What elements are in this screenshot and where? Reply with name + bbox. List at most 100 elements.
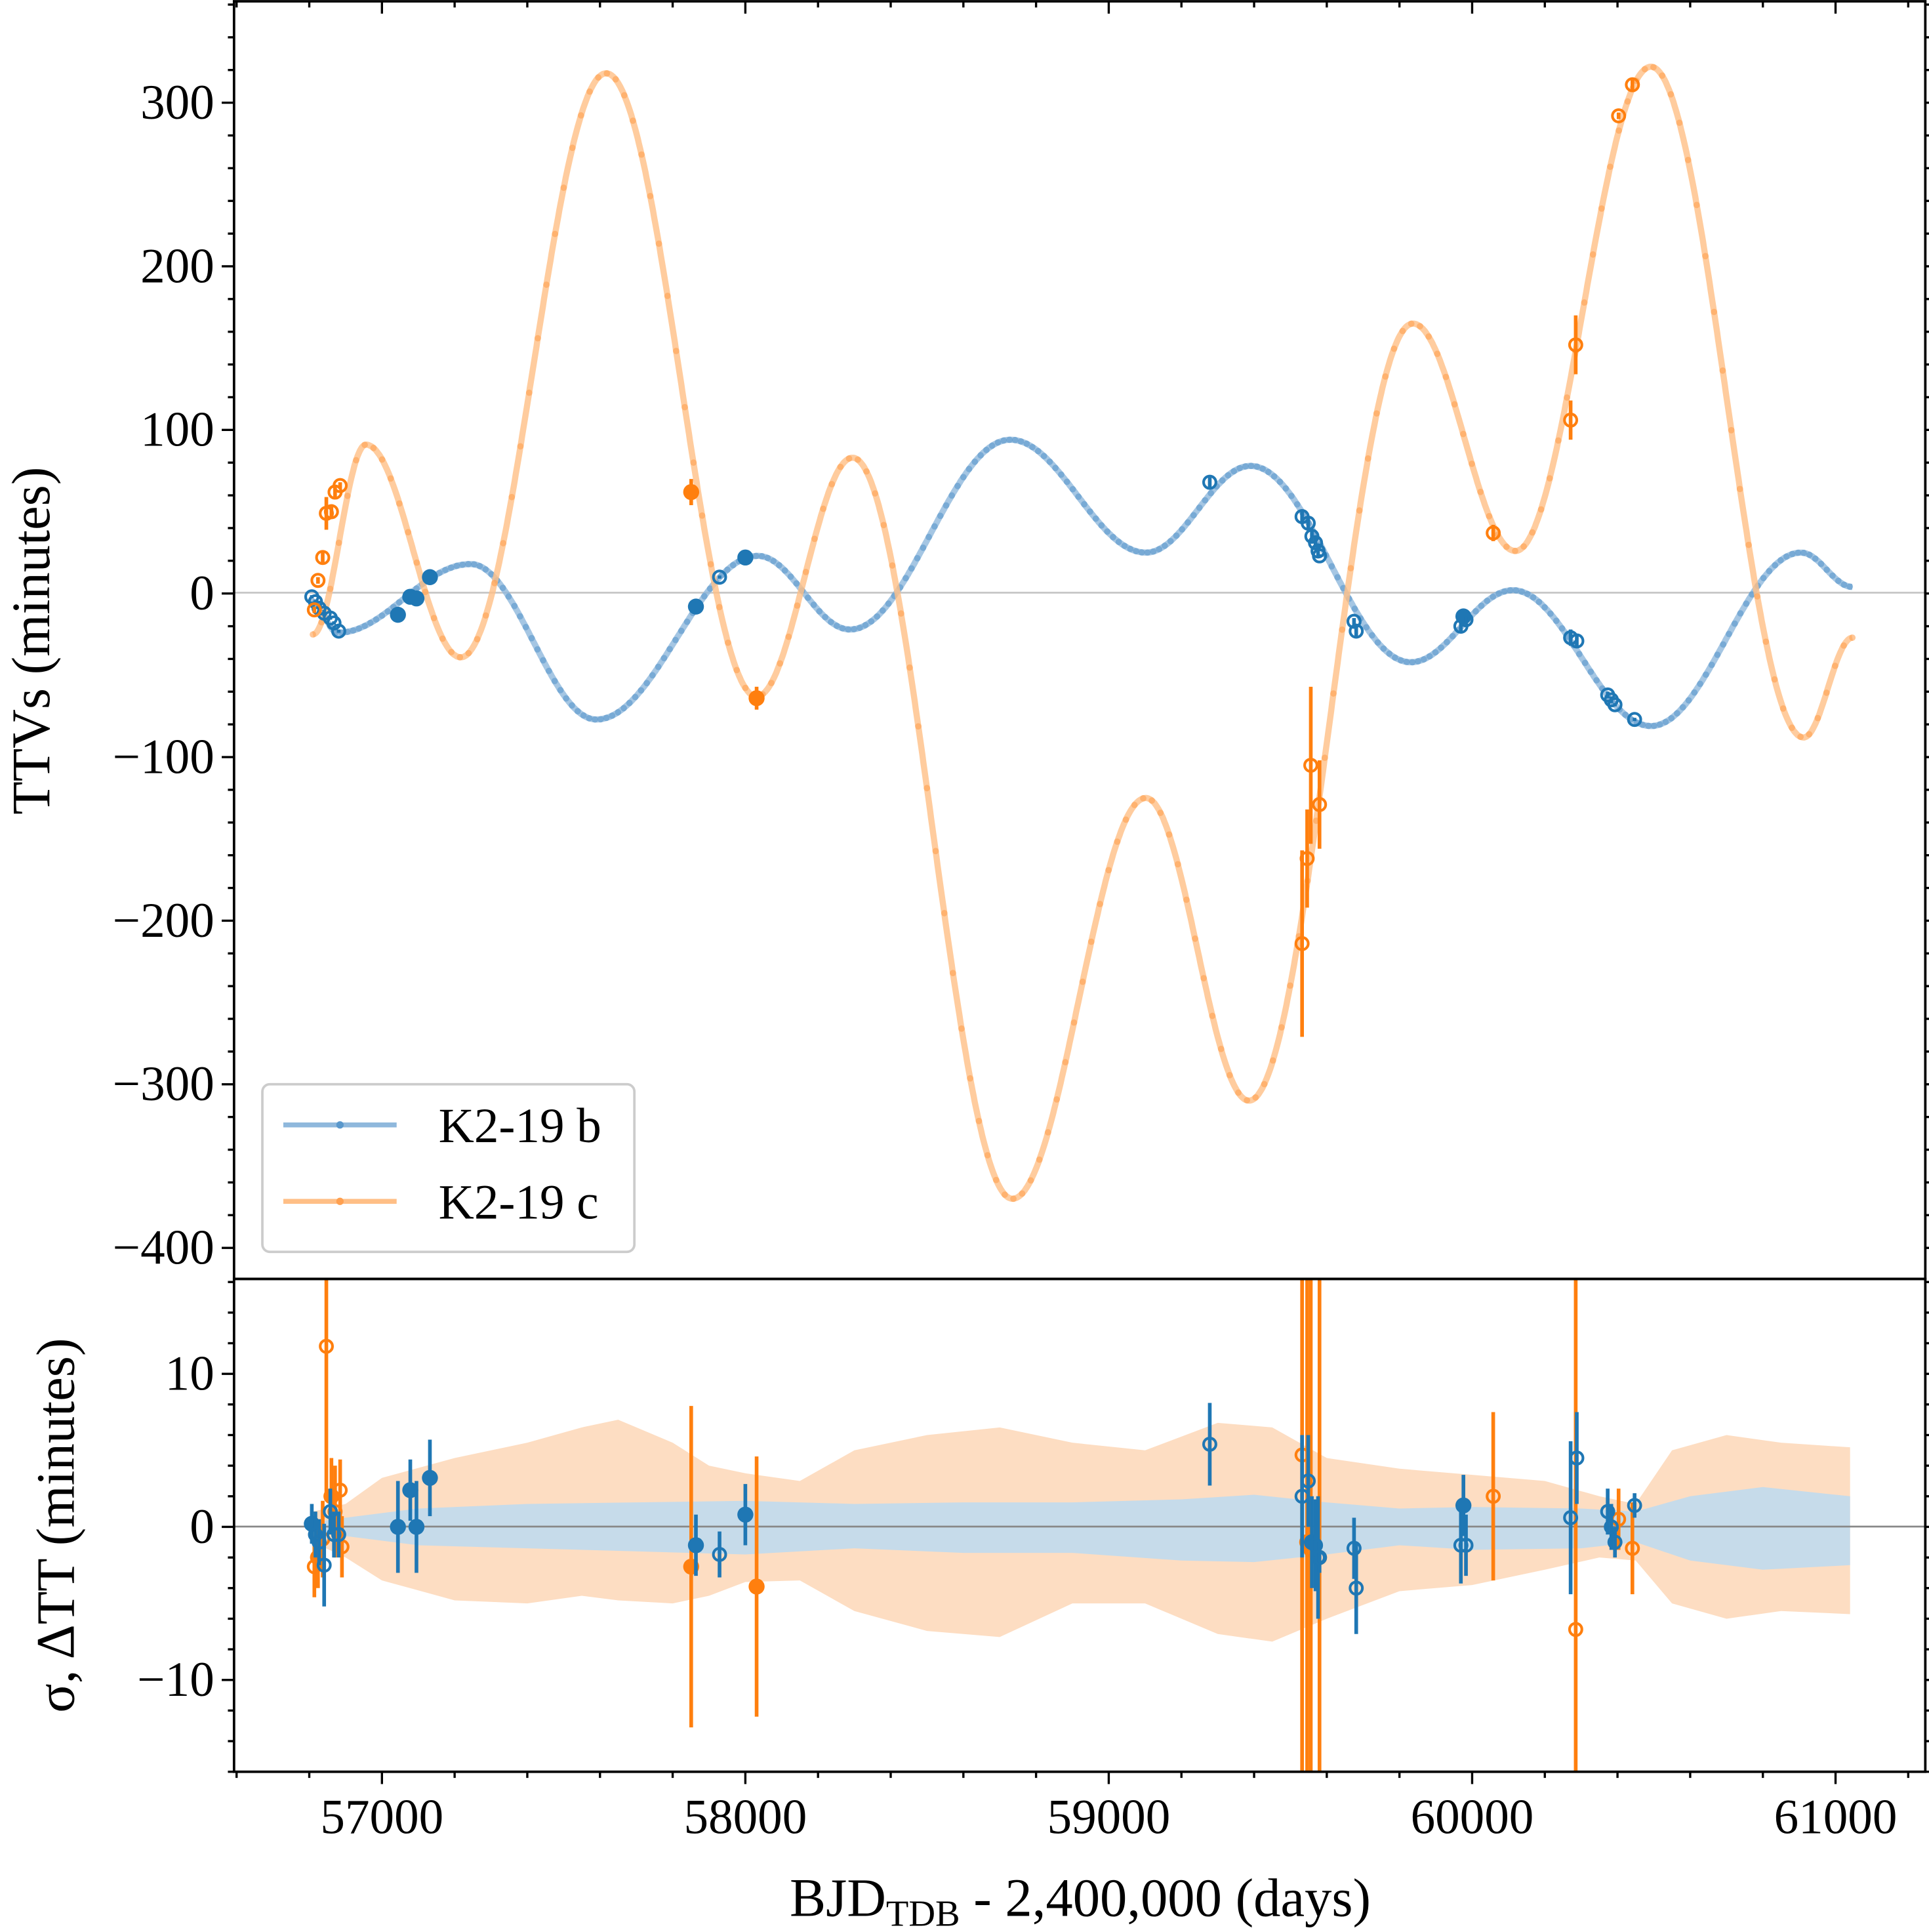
model-point-b [615, 709, 622, 716]
model-point-c [768, 680, 775, 686]
model-point-c [1417, 323, 1423, 330]
model-point-b [758, 552, 765, 560]
model-point-b [1426, 653, 1433, 660]
model-point-b [1374, 639, 1381, 646]
model-point-c [1209, 1012, 1216, 1019]
data-point-c [1611, 108, 1627, 124]
model-point-c [1287, 982, 1293, 989]
model-point-b [943, 502, 950, 509]
data-point-b [402, 1482, 418, 1498]
model-point-b [1208, 489, 1214, 497]
data-point-c [323, 504, 339, 520]
model-point-c [1235, 1089, 1242, 1096]
model-point-b [1449, 632, 1456, 640]
model-point-b [1219, 477, 1226, 484]
model-point-c [716, 604, 723, 611]
model-point-c [932, 848, 939, 855]
model-curve-c [312, 64, 1854, 1202]
model-point-c [1122, 816, 1129, 823]
model-point-c [1832, 663, 1838, 669]
model-point-b [965, 466, 973, 472]
model-point-b [609, 712, 616, 719]
model-point-b [781, 567, 788, 574]
model-point-b [988, 442, 996, 449]
data-point-b [331, 1527, 346, 1542]
model-point-b [775, 562, 782, 569]
model-point-b [643, 680, 651, 687]
model-point-c [975, 1117, 983, 1124]
model-point-c [1373, 410, 1380, 417]
data-point-b [390, 1519, 406, 1535]
data-point-b [1563, 1510, 1579, 1525]
model-point-c [1339, 626, 1346, 633]
model-point-b [470, 561, 477, 568]
model-point-c [1823, 689, 1830, 696]
model-point-b [522, 623, 529, 630]
model-point-b [1703, 671, 1709, 678]
model-point-b [1282, 485, 1289, 492]
model-point-b [1328, 563, 1335, 570]
model-point-c [430, 615, 437, 622]
x-tick-label: 61000 [1774, 1790, 1898, 1845]
model-point-c [1087, 938, 1095, 945]
model-point-c [1555, 437, 1562, 444]
legend-dot-c [336, 1197, 344, 1205]
model-point-c [1157, 810, 1164, 816]
model-point-c [1736, 485, 1743, 493]
data-point-c [1563, 412, 1579, 428]
model-point-b [459, 561, 466, 568]
model-point-c [1581, 299, 1588, 306]
model-point-c [405, 529, 412, 536]
model-point-b [701, 593, 708, 600]
data-point-c [748, 690, 765, 707]
model-point-c [1840, 642, 1847, 649]
model-point-c [699, 512, 706, 519]
data-point-c [310, 573, 326, 588]
model-point-b [1259, 465, 1267, 472]
model-point-b [1691, 689, 1698, 696]
model-point-c [1408, 320, 1415, 327]
model-point-c [924, 785, 931, 792]
model-point-c [1019, 1190, 1026, 1197]
model-point-b [1150, 548, 1157, 555]
model-point-b [1760, 575, 1767, 581]
x-tick-label: 57000 [320, 1790, 443, 1845]
model-point-b [586, 714, 593, 722]
model-point-c [1693, 201, 1700, 209]
data-point-b [1627, 1498, 1642, 1513]
model-point-b [770, 558, 777, 565]
y-tick-label-bottom: −10 [137, 1653, 214, 1707]
model-point-b [724, 566, 731, 573]
model-point-c [1356, 507, 1363, 514]
model-point-b [1737, 610, 1744, 617]
model-point-b [1472, 607, 1479, 615]
model-point-c [958, 1025, 965, 1032]
model-point-b [954, 482, 961, 489]
model-point-b [1708, 661, 1715, 668]
model-point-c [949, 970, 956, 977]
model-point-c [1598, 205, 1605, 212]
model-point-b [828, 619, 834, 626]
model-point-b [856, 625, 863, 631]
model-point-b [851, 626, 857, 632]
model-point-c [525, 389, 533, 396]
data-point-c [683, 483, 700, 501]
model-point-b [1800, 549, 1807, 556]
data-point-b [1604, 1519, 1619, 1534]
model-point-c [535, 335, 541, 342]
model-point-b [361, 623, 368, 630]
model-point-b [1144, 549, 1151, 556]
model-point-c [1728, 426, 1735, 434]
model-point-c [1754, 593, 1761, 600]
data-point-b [712, 569, 727, 585]
model-point-b [971, 458, 979, 465]
model-point-b [1444, 638, 1450, 646]
model-point-b [1547, 610, 1554, 617]
model-point-b [436, 569, 443, 577]
data-point-c [1294, 935, 1310, 951]
model-point-c [1347, 565, 1354, 571]
model-point-b [914, 554, 921, 562]
model-point-c [448, 649, 455, 655]
model-point-c [1797, 733, 1804, 741]
model-point-c [318, 619, 325, 626]
